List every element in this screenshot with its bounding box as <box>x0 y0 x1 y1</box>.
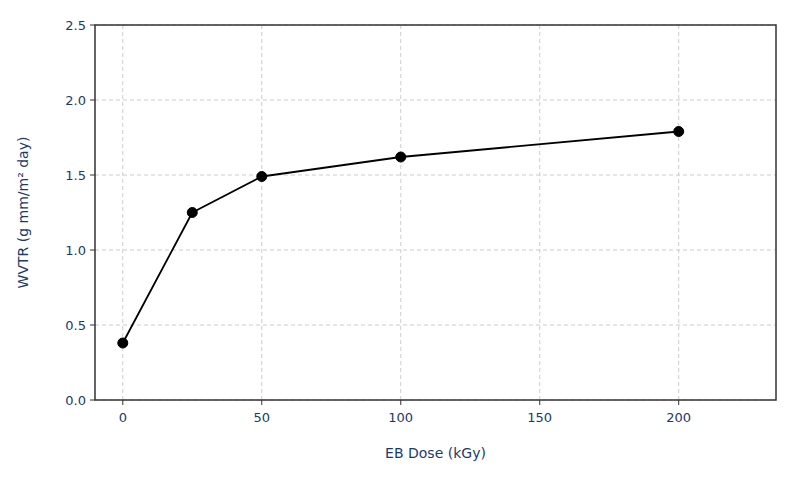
x-tick <box>400 400 401 405</box>
y-tick <box>90 325 95 326</box>
y-tick <box>90 175 95 176</box>
y-tick <box>90 250 95 251</box>
point <box>187 208 197 218</box>
y-grid-line <box>95 175 776 176</box>
line <box>123 132 679 344</box>
y-tick-label: 1.0 <box>65 243 86 258</box>
x-tick-label: 200 <box>666 410 691 425</box>
y-tick <box>90 100 95 101</box>
grid <box>95 25 776 400</box>
x-grid-line <box>539 25 540 400</box>
x-tick <box>539 400 540 405</box>
x-grid-line <box>261 25 262 400</box>
x-axis-label: EB Dose (kGy) <box>385 445 486 461</box>
point <box>257 172 267 182</box>
y-tick-label: 2.0 <box>65 93 86 108</box>
x-tick <box>261 400 262 405</box>
chart: 0 50 100 150 200 0.0 0.5 1.0 1.5 2.0 2.5 EB Dose (k… <box>0 0 806 480</box>
series <box>118 127 684 349</box>
y-grid-line <box>95 325 776 326</box>
y-axis-label: WVTR (g mm/m² day) <box>15 137 31 289</box>
x-tick <box>678 400 679 405</box>
axes: 0 50 100 150 200 0.0 0.5 1.0 1.5 2.0 2.5 <box>65 18 691 426</box>
x-tick-label: 150 <box>527 410 552 425</box>
x-tick <box>122 400 123 405</box>
x-tick-label: 100 <box>388 410 413 425</box>
y-tick-label: 0.5 <box>65 318 86 333</box>
point <box>396 152 406 162</box>
background <box>0 0 806 480</box>
y-grid-line <box>95 100 776 101</box>
x-grid-line <box>400 25 401 400</box>
x-tick-label: 50 <box>254 410 271 425</box>
y-tick <box>90 400 95 401</box>
x-grid-line <box>678 25 679 400</box>
plot-frame <box>95 25 776 400</box>
y-tick <box>90 25 95 26</box>
point <box>674 127 684 137</box>
chart-container: 0 50 100 150 200 0.0 0.5 1.0 1.5 2.0 2.5 EB Dose (k… <box>0 0 806 480</box>
y-tick-label: 2.5 <box>65 18 86 33</box>
y-tick-label: 0.0 <box>65 393 86 408</box>
y-grid-line <box>95 250 776 251</box>
x-tick-label: 0 <box>119 410 127 425</box>
point <box>118 338 128 348</box>
y-tick-label: 1.5 <box>65 168 86 183</box>
